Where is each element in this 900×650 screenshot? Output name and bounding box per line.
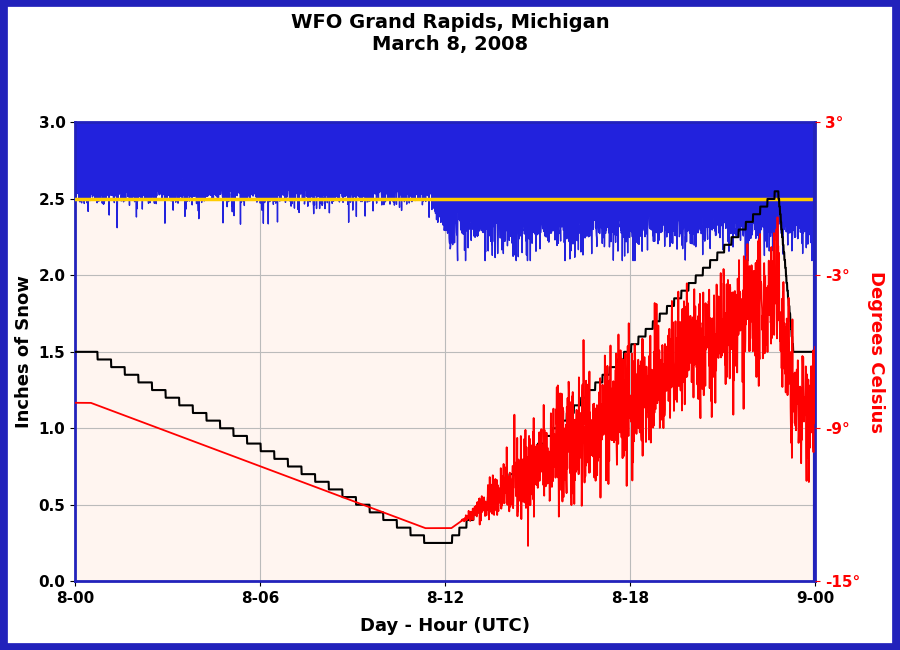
Y-axis label: Inches of Snow: Inches of Snow <box>15 276 33 428</box>
Text: WFO Grand Rapids, Michigan
March 8, 2008: WFO Grand Rapids, Michigan March 8, 2008 <box>291 13 609 54</box>
Y-axis label: Degrees Celsius: Degrees Celsius <box>867 271 885 433</box>
X-axis label: Day - Hour (UTC): Day - Hour (UTC) <box>360 617 530 635</box>
